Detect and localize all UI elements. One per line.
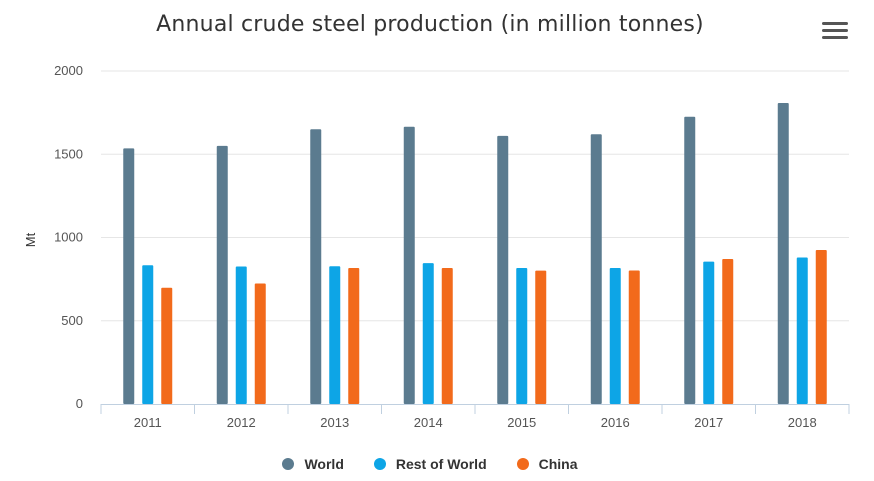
bar-china-2015[interactable] [535, 270, 547, 404]
bars [123, 102, 827, 405]
bar-china-2012[interactable] [254, 283, 266, 404]
bar-china-2017[interactable] [722, 258, 734, 404]
bar-world-2013[interactable] [310, 129, 322, 404]
legend-marker-rest-of-world [373, 458, 386, 470]
chart-title: Annual crude steel production (in millio… [156, 12, 704, 37]
bar-rest-of-world-2015[interactable] [516, 267, 528, 404]
y-axis-ticks: 0 500 1000 1500 2000 [54, 63, 83, 411]
bar-china-2013[interactable] [348, 267, 360, 404]
legend-marker-world [282, 458, 295, 470]
bar-rest-of-world-2012[interactable] [235, 266, 247, 404]
bar-world-2014[interactable] [403, 126, 415, 404]
bar-world-2011[interactable] [123, 148, 135, 404]
x-tick-label: 2017 [694, 415, 723, 430]
x-axis: 2011 2012 2013 2014 2015 2016 2017 2018 [100, 404, 850, 430]
y-tick-label: 1500 [54, 146, 83, 161]
x-tick-label: 2012 [227, 415, 256, 430]
y-tick-label: 500 [61, 313, 83, 328]
bar-rest-of-world-2013[interactable] [329, 266, 341, 404]
legend-item-world[interactable]: World [282, 456, 344, 472]
bar-china-2018[interactable] [815, 249, 827, 404]
bar-china-2016[interactable] [628, 270, 640, 404]
bar-rest-of-world-2017[interactable] [703, 261, 715, 404]
bar-world-2012[interactable] [216, 145, 228, 405]
bar-rest-of-world-2014[interactable] [422, 263, 434, 404]
y-tick-label: 1000 [54, 230, 83, 245]
menu-line [822, 22, 848, 25]
x-tick-label: 2018 [788, 415, 817, 430]
menu-line [822, 29, 848, 32]
x-tick-label: 2015 [507, 415, 536, 430]
bar-world-2017[interactable] [684, 116, 696, 404]
hamburger-menu-icon[interactable] [822, 22, 848, 42]
x-tick-label: 2011 [134, 415, 162, 430]
menu-line [822, 36, 848, 39]
x-tick-label: 2013 [320, 415, 349, 430]
legend: World Rest of World China [0, 456, 860, 472]
bar-rest-of-world-2018[interactable] [796, 257, 808, 404]
y-axis-label: Mt [23, 232, 38, 247]
bar-china-2011[interactable] [161, 287, 173, 404]
bar-world-2016[interactable] [590, 134, 602, 404]
bar-world-2015[interactable] [497, 135, 509, 404]
bar-rest-of-world-2011[interactable] [142, 265, 154, 404]
legend-marker-china [516, 458, 529, 470]
legend-label-china: China [538, 456, 578, 472]
bar-world-2018[interactable] [777, 102, 789, 404]
legend-item-rest-of-world[interactable]: Rest of World [373, 456, 487, 472]
y-tick-label: 2000 [54, 63, 83, 78]
legend-label-world: World [304, 456, 344, 472]
bar-rest-of-world-2016[interactable] [609, 267, 621, 404]
x-tick-label: 2014 [414, 415, 443, 430]
legend-item-china[interactable]: China [516, 456, 578, 472]
bar-china-2014[interactable] [441, 267, 453, 404]
legend-label-rest-of-world: Rest of World [395, 456, 487, 472]
grid-lines [101, 70, 849, 322]
y-tick-label: 0 [76, 396, 83, 411]
x-tick-label: 2016 [601, 415, 630, 430]
